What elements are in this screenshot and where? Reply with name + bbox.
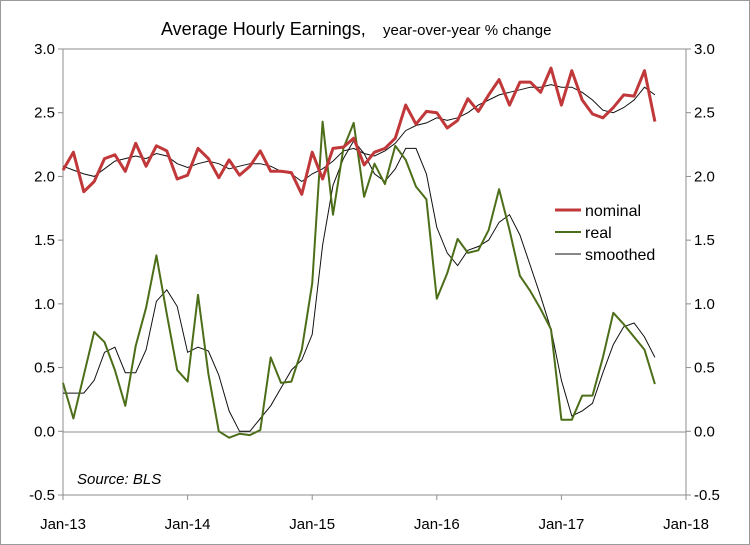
y-tick-label-right: 0.0: [694, 423, 715, 440]
y-tick-label-left: 0.0: [34, 423, 55, 440]
y-tick-label-left: 3.0: [34, 41, 55, 58]
series-layer: [61, 66, 657, 439]
x-axis: Jan-13 Jan-14 Jan-15 Jan-16 Jan-17 Jan-18: [40, 495, 709, 533]
x-tick-label: Jan-16: [414, 516, 460, 533]
y-tick-label-right: 1.0: [694, 296, 715, 313]
legend-label-real: real: [585, 225, 612, 242]
chart-subtitle: year-over-year % change: [383, 22, 551, 39]
x-tick-label: Jan-17: [538, 516, 584, 533]
y-tick-label-right: 1.5: [694, 232, 715, 249]
y-tick-label-left: -0.5: [29, 487, 55, 504]
y-tick-label-right: 2.5: [694, 105, 715, 122]
plot-area: [62, 48, 687, 496]
y-tick-label-right: 3.0: [694, 41, 715, 58]
legend: nominal real smoothed: [549, 195, 669, 271]
y-tick-label-right: -0.5: [694, 487, 720, 504]
x-tick-label: Jan-18: [663, 516, 709, 533]
y-tick-label-left: 2.0: [34, 168, 55, 185]
x-tick-label: Jan-15: [289, 516, 335, 533]
y-axis-left: -0.5 0.0 0.5 1.0 1.5 2.0 2.5 3.0: [29, 41, 63, 504]
series-line-real: [62, 120, 656, 439]
y-tick-label-right: 2.0: [694, 168, 715, 185]
y-tick-label-left: 0.5: [34, 360, 55, 377]
y-tick-label-left: 1.5: [34, 232, 55, 249]
series-line-smoothed-real: [63, 139, 656, 432]
legend-label-smoothed: smoothed: [585, 247, 655, 264]
y-axis-right: -0.5 0.0 0.5 1.0 1.5 2.0 2.5 3.0: [686, 41, 720, 504]
y-tick-label-left: 1.0: [34, 296, 55, 313]
y-tick-label-right: 0.5: [694, 360, 715, 377]
chart-title: Average Hourly Earnings,: [161, 19, 366, 39]
series-line-nominal: [61, 66, 657, 196]
x-tick-label: Jan-13: [40, 516, 86, 533]
legend-label-nominal: nominal: [585, 203, 641, 220]
y-tick-label-left: 2.5: [34, 105, 55, 122]
source-note: Source: BLS: [77, 471, 161, 488]
x-tick-label: Jan-14: [165, 516, 211, 533]
